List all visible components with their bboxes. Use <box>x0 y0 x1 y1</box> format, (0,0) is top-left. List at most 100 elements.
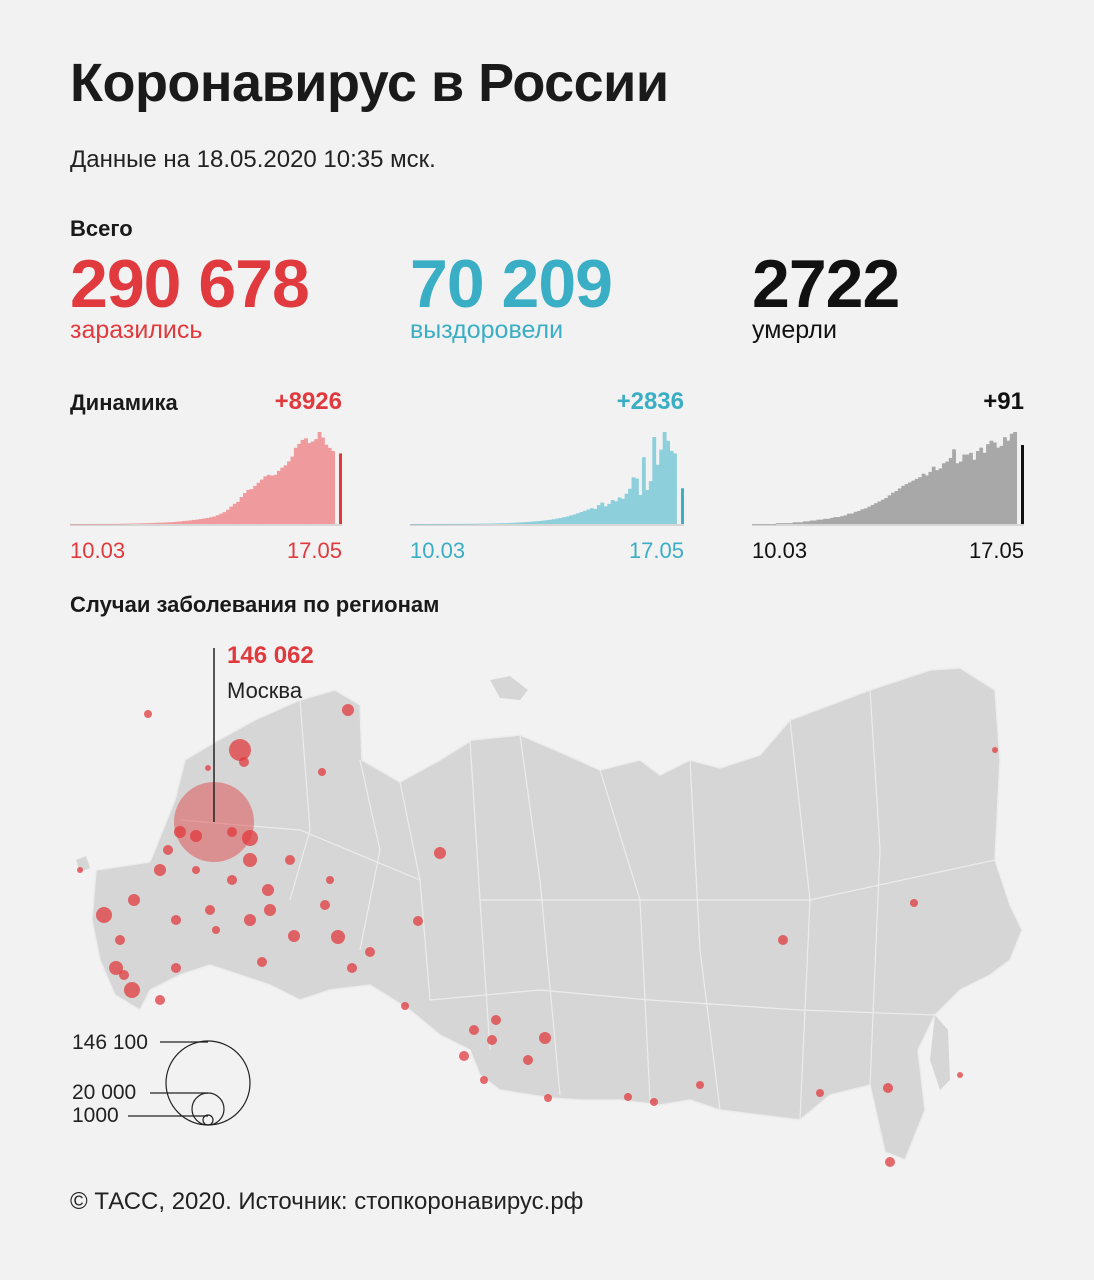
bar <box>986 444 990 524</box>
bar <box>638 495 643 524</box>
bar <box>531 521 536 524</box>
bar <box>635 478 639 524</box>
region-dot <box>264 904 276 916</box>
bar <box>327 447 332 524</box>
bar <box>141 523 146 524</box>
bar <box>833 517 838 524</box>
bar <box>921 473 926 524</box>
bar <box>562 517 567 524</box>
bar <box>785 523 790 524</box>
bar <box>846 513 851 524</box>
bar <box>222 512 227 524</box>
regions-title: Случаи заболевания по регионам <box>70 592 440 617</box>
bar <box>310 441 315 524</box>
bar <box>219 513 224 524</box>
bar <box>131 523 135 525</box>
bar <box>120 523 125 525</box>
bar <box>482 523 487 525</box>
bar <box>989 440 994 524</box>
region-dot <box>523 1055 533 1065</box>
bar <box>897 488 902 524</box>
bar <box>576 513 581 524</box>
bar <box>870 504 875 524</box>
bar <box>843 515 848 524</box>
bar <box>603 506 608 524</box>
bar <box>448 523 452 525</box>
bar <box>975 451 980 524</box>
region-dot <box>257 957 267 967</box>
bar <box>243 493 247 524</box>
bar <box>887 495 892 524</box>
bar <box>472 523 477 525</box>
bar <box>195 519 200 524</box>
bar <box>276 470 281 524</box>
bar <box>823 518 828 524</box>
region-dot <box>262 884 274 896</box>
bar <box>1003 437 1007 524</box>
bar <box>772 524 777 525</box>
bar <box>202 518 207 524</box>
bar <box>280 467 285 524</box>
bar <box>648 481 653 524</box>
bar <box>969 452 973 524</box>
bar <box>877 501 882 524</box>
bar <box>590 508 594 524</box>
region-dot <box>539 1032 551 1044</box>
region-dot <box>77 867 83 873</box>
infected-value: 290 678 <box>70 246 310 322</box>
bar <box>144 523 149 524</box>
region-dot <box>190 830 202 842</box>
bar <box>416 523 421 525</box>
bar <box>555 518 560 524</box>
bar <box>765 524 770 525</box>
bar <box>551 519 556 524</box>
region-borders <box>179 689 996 1121</box>
bar <box>410 523 414 525</box>
region-dot <box>144 710 152 718</box>
region-dot <box>154 864 166 876</box>
bar <box>762 524 766 525</box>
bar <box>253 485 257 524</box>
bar <box>628 488 632 524</box>
region-dot <box>163 845 173 855</box>
bar <box>948 458 953 524</box>
region-dot <box>480 1076 488 1084</box>
region-dot <box>244 914 256 926</box>
page-title: Коронавирус в России <box>70 53 669 113</box>
chart-infected: +8926 10.03 17.05 <box>70 388 342 568</box>
bar <box>593 508 598 524</box>
bar <box>541 520 546 524</box>
bar <box>293 447 298 524</box>
bar <box>853 511 858 524</box>
bar <box>779 523 783 524</box>
region-dot <box>816 1089 824 1097</box>
bar <box>631 477 636 524</box>
region-dot <box>326 876 334 884</box>
region-dot <box>885 1157 895 1167</box>
bar <box>908 482 912 524</box>
region-dot <box>212 926 220 934</box>
bar <box>558 517 563 524</box>
bar <box>158 522 162 524</box>
bar <box>73 523 78 525</box>
recovered-delta: +2836 <box>616 388 684 415</box>
deaths-label: умерли <box>752 316 837 344</box>
region-dot <box>992 747 998 753</box>
bar <box>884 497 889 524</box>
bar <box>813 520 817 524</box>
bar <box>979 447 984 524</box>
bar <box>826 518 831 524</box>
bar <box>510 522 515 524</box>
bar <box>1009 433 1014 524</box>
recovered-bars <box>410 432 684 526</box>
bar <box>124 523 129 525</box>
bar <box>314 439 319 524</box>
size-legend <box>128 1040 251 1126</box>
bar <box>161 522 166 524</box>
bar <box>673 453 677 524</box>
bar <box>148 523 152 524</box>
bar <box>100 523 105 525</box>
bar <box>538 520 542 524</box>
bar <box>185 520 190 524</box>
bar <box>600 502 605 524</box>
